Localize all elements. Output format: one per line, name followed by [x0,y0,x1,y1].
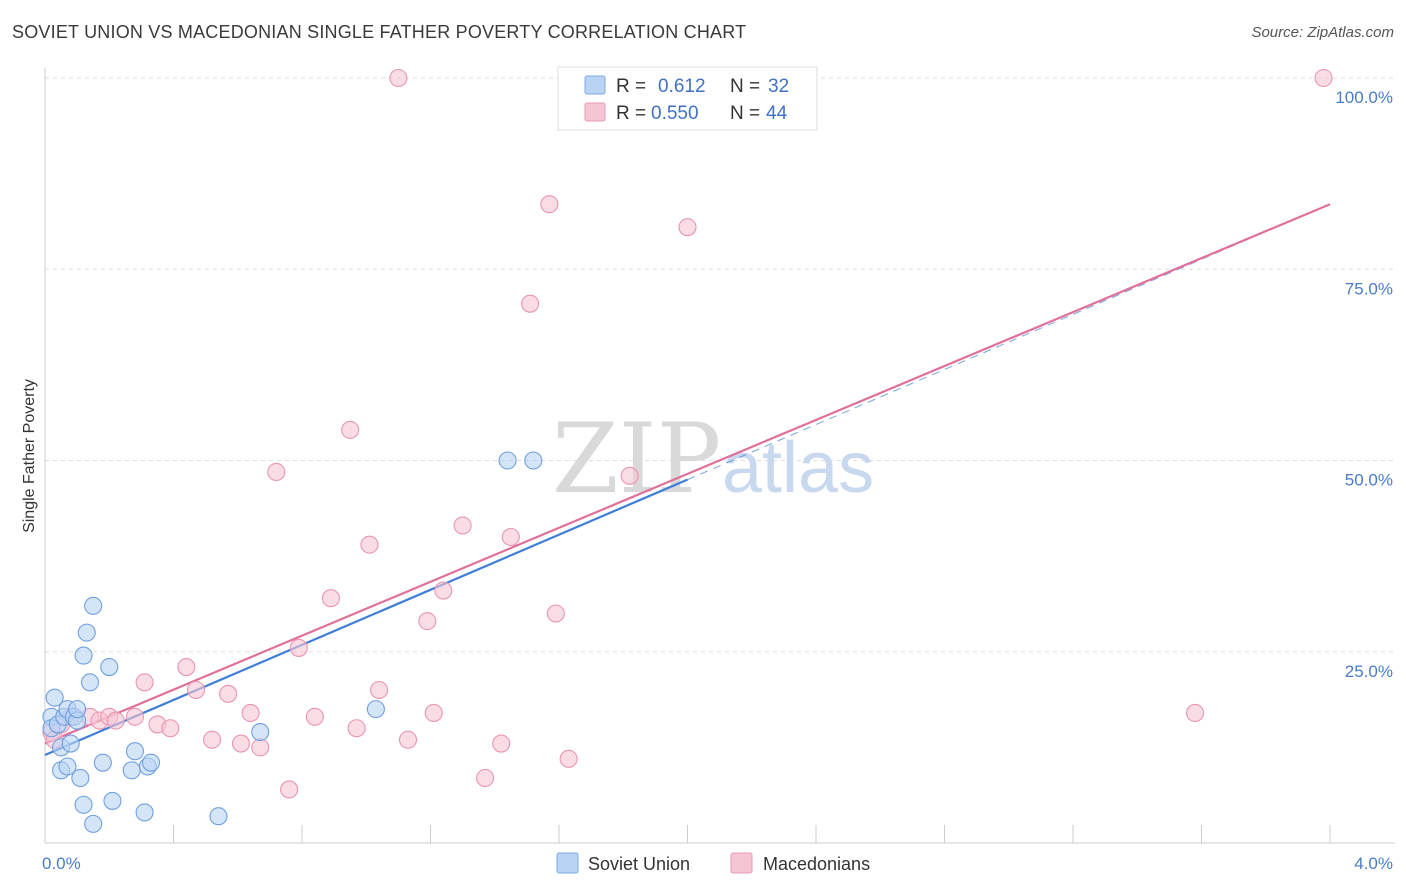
grid-layer [45,77,1395,653]
points-layer [42,68,1333,833]
legend-r-value-2: 0.550 [651,103,699,124]
point-macedonian [241,703,260,723]
point-macedonian [678,218,697,237]
point-soviet [125,742,144,761]
x-tick-label: 0.0% [42,854,81,873]
point-soviet [74,795,93,814]
legend-r-label-2: R = [616,103,646,124]
point-macedonian [305,707,324,726]
bottom-legend-macedonian: Macedonians [763,854,870,874]
point-soviet [71,768,90,788]
point-macedonian [161,719,180,738]
point-soviet [524,451,543,470]
y-tick-label: 100.0% [1335,88,1393,107]
point-soviet [61,734,80,753]
point-macedonian [125,707,144,726]
trend-soviet-extension [687,203,1331,481]
point-macedonian [231,734,251,753]
point-soviet [100,657,119,677]
point-macedonian [135,673,154,692]
legend-r-value-1: 0.612 [658,76,706,97]
point-macedonian [360,535,379,554]
point-macedonian [398,730,418,749]
trend-soviet [44,478,688,757]
watermark: ZIP atlas [552,403,874,515]
trend-layer [44,203,1331,757]
legend-n-label-1: N = [730,76,760,97]
point-macedonian [620,466,639,485]
watermark-atlas: atlas [722,428,874,508]
x-tick-label: 4.0% [1354,854,1393,873]
point-macedonian [476,768,495,788]
legend-n-value-1: 32 [768,76,789,97]
correlation-legend: R = 0.612 N = 32 R = 0.550 N = 44 [557,66,818,131]
point-macedonian [177,657,196,677]
point-macedonian [492,734,511,753]
chart-title: SOVIET UNION VS MACEDONIAN SINGLE FATHER… [12,22,747,42]
point-macedonian [251,738,270,757]
point-soviet [45,688,64,707]
point-macedonian [347,719,366,738]
point-macedonian [106,711,125,730]
point-soviet [103,791,122,810]
legend-r-label-1: R = [616,76,646,97]
point-soviet [58,757,77,776]
point-soviet [74,646,93,665]
point-macedonian [1314,68,1333,88]
point-soviet [93,753,112,772]
point-soviet [209,807,228,826]
point-macedonian [203,730,222,749]
legend-n-label-2: N = [730,103,760,124]
y-tick-label: 25.0% [1345,662,1393,681]
point-soviet [366,700,385,719]
point-macedonian [219,684,238,703]
point-macedonian [424,703,443,723]
y-tick-label: 75.0% [1345,279,1393,298]
point-soviet [251,723,270,742]
bottom-legend-swatch-macedonian [730,852,753,874]
point-soviet [135,803,154,822]
point-macedonian [559,749,578,768]
point-macedonian [186,680,206,700]
source-label: Source: ZipAtlas.com [1251,24,1394,41]
bottom-legend-swatch-soviet [556,852,579,874]
legend-swatch-soviet [584,75,606,95]
point-soviet [122,761,141,780]
point-soviet [141,753,161,772]
point-macedonian [321,589,340,608]
point-macedonian [434,581,453,600]
point-soviet [84,596,103,615]
series-legend: Soviet Union Macedonians [556,852,870,874]
point-macedonian [546,604,565,623]
point-macedonian [418,612,437,631]
point-macedonian [453,516,472,535]
point-macedonian [521,294,540,313]
legend-n-value-2: 44 [766,103,788,124]
point-macedonian [341,420,360,439]
bottom-legend-soviet: Soviet Union [588,854,690,874]
y-axis-label: Single Father Poverty [21,379,38,533]
point-macedonian [280,780,299,799]
point-macedonian [267,462,286,482]
watermark-zip: ZIP [552,403,721,515]
point-macedonian [540,195,559,214]
point-soviet [84,814,103,833]
point-macedonian [389,68,408,88]
point-soviet [80,673,100,692]
point-soviet [77,623,96,642]
point-macedonian [370,680,389,700]
point-macedonian [501,527,520,547]
y-tick-label: 50.0% [1345,471,1393,490]
point-macedonian [1186,703,1205,723]
legend-swatch-macedonian [584,102,606,122]
trend-macedonian [44,203,1331,745]
point-macedonian [289,638,308,657]
point-soviet [68,700,87,719]
point-soviet [498,451,517,470]
